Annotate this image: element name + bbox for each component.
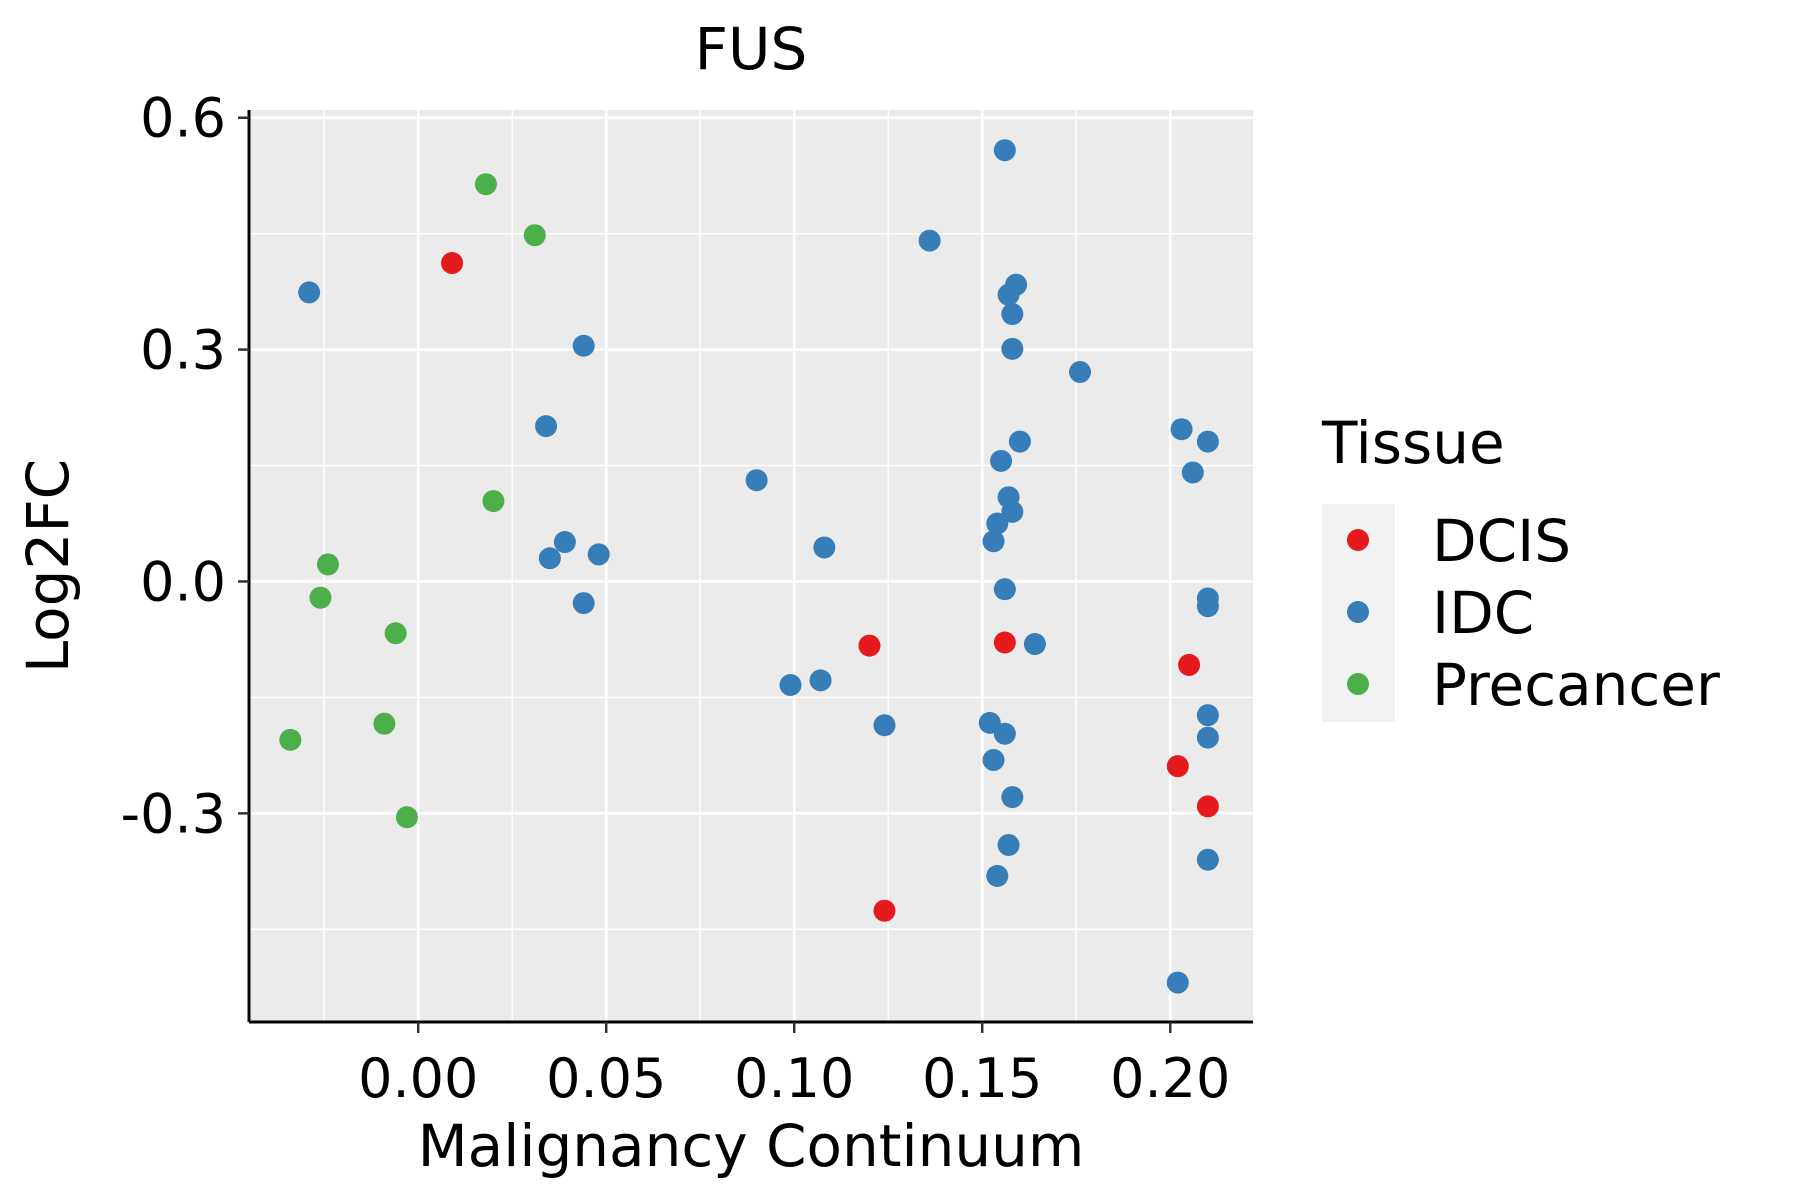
data-point [279, 728, 302, 751]
data-point [1196, 430, 1219, 453]
data-point [1001, 337, 1024, 360]
x-tick-label: 0.15 [922, 1047, 1042, 1110]
data-point [1166, 755, 1189, 778]
y-tick-labels: 0.6 0.3 0.0 -0.3 [121, 87, 226, 846]
plot-panel [249, 110, 1253, 1022]
data-point [1069, 361, 1092, 384]
data-point [993, 578, 1016, 601]
chart-title: FUS [695, 15, 808, 83]
data-point [1178, 653, 1201, 676]
data-point [779, 674, 802, 697]
data-point [982, 530, 1005, 553]
data-point [1196, 848, 1219, 871]
data-point [523, 224, 546, 247]
axis-ticks [238, 116, 1172, 1033]
data-point [993, 631, 1016, 654]
y-tick-label: 0.3 [140, 319, 226, 382]
data-point [918, 229, 941, 252]
data-point [1166, 971, 1189, 994]
data-point [1196, 726, 1219, 749]
x-tick-label: 0.00 [358, 1047, 478, 1110]
data-point [553, 531, 576, 554]
data-point [982, 748, 1005, 771]
data-point [298, 281, 321, 304]
data-point [858, 634, 881, 657]
data-point [572, 592, 595, 615]
series-dcis [441, 252, 1219, 922]
data-point [535, 415, 558, 438]
data-point [990, 449, 1013, 472]
legend-label: DCIS [1432, 507, 1571, 575]
data-point [986, 512, 1009, 535]
data-point [1170, 418, 1193, 441]
data-point [873, 714, 896, 737]
data-point [809, 669, 832, 692]
data-point [986, 864, 1009, 887]
x-tick-label: 0.05 [546, 1047, 666, 1110]
data-point [1001, 786, 1024, 809]
data-point [316, 553, 339, 576]
data-point [745, 469, 768, 492]
data-point [993, 139, 1016, 162]
data-point [572, 334, 595, 357]
legend-label: IDC [1432, 579, 1534, 647]
legend-key-precancer [1347, 673, 1369, 695]
data-point [384, 622, 407, 645]
x-tick-label: 0.10 [734, 1047, 854, 1110]
data-point [1023, 633, 1046, 656]
data-point [441, 252, 464, 275]
legend-key-dcis [1347, 529, 1369, 551]
y-tick-label: 0.0 [140, 550, 226, 613]
data-point [309, 586, 332, 609]
legend-label: Precancer [1432, 651, 1720, 719]
data-point [873, 899, 896, 922]
data-point [474, 173, 497, 196]
y-axis-title: Log2FC [14, 459, 82, 673]
data-point [373, 712, 396, 735]
x-tick-labels: 0.00 0.05 0.10 0.15 0.20 [358, 1047, 1230, 1110]
data-point [1181, 461, 1204, 484]
data-point [997, 834, 1020, 857]
data-point [395, 806, 418, 829]
series-precancer [279, 173, 546, 829]
grid-lines [249, 110, 1253, 1022]
data-point [997, 283, 1020, 306]
data-point [813, 536, 836, 559]
y-tick-label: 0.6 [140, 87, 226, 150]
y-tick-label: -0.3 [121, 782, 226, 845]
data-points [279, 139, 1219, 994]
legend-title: Tissue [1321, 409, 1505, 477]
data-point [1196, 704, 1219, 727]
data-point [1008, 430, 1031, 453]
x-tick-label: 0.20 [1110, 1047, 1230, 1110]
data-point [1196, 595, 1219, 618]
data-point [482, 490, 505, 513]
data-point [1001, 500, 1024, 523]
data-point [587, 543, 610, 566]
data-point [1196, 795, 1219, 818]
data-point [1001, 303, 1024, 326]
series-idc [298, 139, 1219, 994]
data-point [538, 547, 561, 570]
x-axis-title: Malignancy Continuum [418, 1112, 1085, 1180]
data-point [993, 722, 1016, 745]
legend-key-idc [1347, 601, 1369, 623]
